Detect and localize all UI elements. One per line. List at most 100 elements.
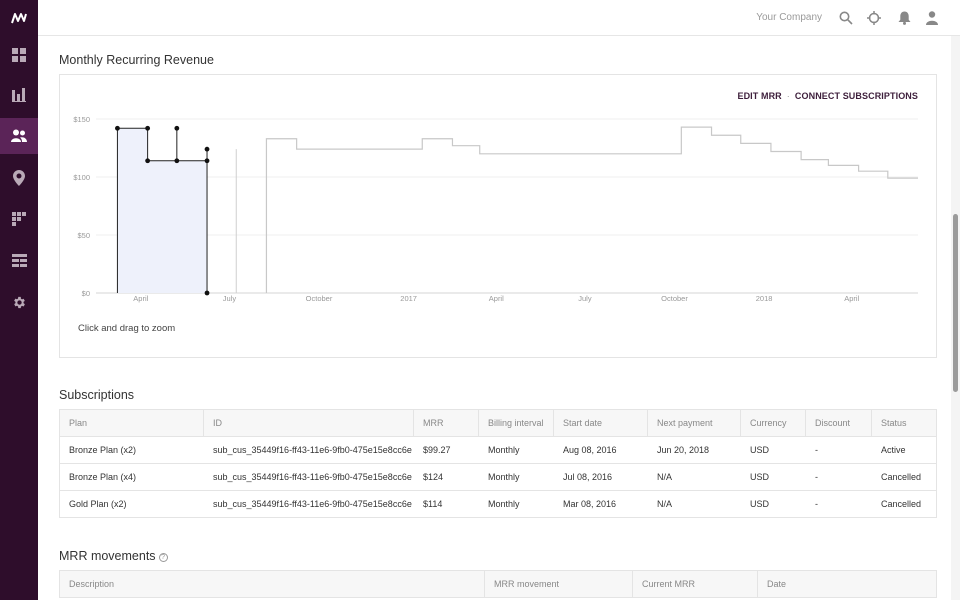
crosshair-icon[interactable] <box>866 10 882 26</box>
bell-icon[interactable] <box>896 10 912 26</box>
cell-discount: - <box>815 472 818 482</box>
y-tick-label: $150 <box>73 115 90 124</box>
cell-start-date: Mar 08, 2016 <box>563 499 617 509</box>
table-row[interactable]: Bronze Plan (x2) sub_cus_35449f16-ff43-11… <box>60 437 936 464</box>
highlighted-point <box>174 158 180 164</box>
sidebar-item-dashboard[interactable] <box>0 37 38 73</box>
cell-next-payment: N/A <box>657 499 673 509</box>
x-tick-label: April <box>133 294 148 303</box>
cell-mrr: $99.27 <box>423 445 451 455</box>
segments-icon <box>12 212 26 226</box>
highlighted-point <box>174 125 180 131</box>
table-header: Description MRR movement Current MRR Date <box>60 571 936 598</box>
x-tick-label: April <box>844 294 859 303</box>
cell-discount: - <box>815 445 818 455</box>
table-header: Plan ID MRR Billing interval Start date Next … <box>60 410 936 437</box>
help-icon[interactable]: ? <box>158 553 168 562</box>
selection-area <box>117 128 208 293</box>
logo-icon[interactable] <box>0 0 38 36</box>
cell-discount: - <box>815 499 818 509</box>
settings-icon <box>13 296 25 308</box>
table-row[interactable]: Bronze Plan (x4) sub_cus_35449f16-ff43-11… <box>60 464 936 491</box>
customers-icon <box>11 129 27 142</box>
highlighted-point <box>204 158 210 164</box>
cell-status: Cancelled <box>881 499 922 509</box>
scrollbar-thumb[interactable] <box>953 214 958 392</box>
column-header-mrr[interactable]: MRR <box>414 410 479 437</box>
cell-currency: USD <box>750 472 770 482</box>
table-row[interactable]: Gold Plan (x2) sub_cus_35449f16-ff43-11e6… <box>60 491 936 518</box>
cell-mrr: $124 <box>423 472 444 482</box>
column-header-next-payment[interactable]: Next payment <box>648 410 741 437</box>
mrr-chart[interactable]: $150 $100 $50 $0 April July October 2017 April Ju… <box>60 75 936 357</box>
highlighted-point <box>204 146 210 152</box>
cell-billing-interval: Monthly <box>488 499 520 509</box>
cell-status: Active <box>881 445 906 455</box>
dashboard-icon <box>12 48 26 62</box>
sidebar-item-customers[interactable] <box>0 118 38 154</box>
connect-subscriptions-link[interactable]: CONNECT SUBSCRIPTIONS <box>794 91 918 101</box>
mrr-section-title: Monthly Recurring Revenue <box>59 53 214 67</box>
cell-id: sub_cus_35449f16-ff43-11e6-9fb0-475e15e8… <box>213 499 412 509</box>
sidebar-item-table[interactable] <box>0 242 38 278</box>
chart-actions: EDIT MRR · CONNECT SUBSCRIPTIONS <box>737 91 918 101</box>
column-header-billing-interval[interactable]: Billing interval <box>479 410 554 437</box>
highlighted-point <box>115 125 120 131</box>
highlighted-point <box>145 158 151 164</box>
cell-plan: Bronze Plan (x2) <box>69 445 137 455</box>
mrr-movements-label: MRR movements <box>59 549 156 563</box>
cell-start-date: Aug 08, 2016 <box>563 445 617 455</box>
mrr-series-line <box>265 126 918 293</box>
cell-status: Cancelled <box>881 472 922 482</box>
x-tick-label: 2018 <box>756 294 773 303</box>
zoom-hint: Click and drag to zoom <box>78 323 176 334</box>
cell-currency: USD <box>750 499 770 509</box>
cell-billing-interval: Monthly <box>488 445 520 455</box>
x-tick-label: 2017 <box>400 294 417 303</box>
sidebar-item-reports[interactable] <box>0 77 38 113</box>
company-switcher[interactable]: Your Company <box>756 12 822 23</box>
sidebar <box>0 0 38 600</box>
sidebar-item-settings[interactable] <box>0 284 38 320</box>
column-header-discount[interactable]: Discount <box>806 410 872 437</box>
selection-handle <box>204 290 210 296</box>
x-tick-label: October <box>306 294 333 303</box>
cell-id: sub_cus_35449f16-ff43-11e6-9fb0-475e15e8… <box>213 445 412 455</box>
mrr-chart-panel: EDIT MRR · CONNECT SUBSCRIPTIONS $150 $100 $… <box>59 74 937 358</box>
table-icon <box>11 253 27 267</box>
y-tick-label: $50 <box>77 231 90 240</box>
cell-plan: Bronze Plan (x4) <box>69 472 137 482</box>
cell-next-payment: N/A <box>657 472 673 482</box>
cell-id: sub_cus_35449f16-ff43-11e6-9fb0-475e15e8… <box>213 472 412 482</box>
x-tick-label: October <box>661 294 688 303</box>
y-tick-label: $100 <box>73 173 90 182</box>
column-header-date[interactable]: Date <box>767 579 787 589</box>
edit-mrr-link[interactable]: EDIT MRR <box>737 91 782 101</box>
column-header-currency[interactable]: Currency <box>741 410 806 437</box>
subscriptions-title: Subscriptions <box>59 388 135 402</box>
column-header-plan[interactable]: Plan <box>60 410 204 437</box>
highlighted-point <box>145 125 151 131</box>
column-header-description[interactable]: Description <box>60 571 485 598</box>
sidebar-item-segments[interactable] <box>0 201 38 237</box>
x-tick-label: July <box>578 294 592 303</box>
column-header-id[interactable]: ID <box>204 410 414 437</box>
cell-billing-interval: Monthly <box>488 472 520 482</box>
topbar: Your Company <box>38 0 960 36</box>
cell-mrr: $114 <box>423 499 443 509</box>
cell-start-date: Jul 08, 2016 <box>563 472 613 482</box>
x-tick-label: July <box>223 294 237 303</box>
user-icon[interactable] <box>924 10 940 26</box>
search-icon[interactable] <box>838 10 854 26</box>
column-header-current-mrr[interactable]: Current MRR <box>633 571 758 598</box>
cell-next-payment: Jun 20, 2018 <box>657 445 710 455</box>
cell-plan: Gold Plan (x2) <box>69 499 127 509</box>
y-tick-label: $0 <box>82 289 90 298</box>
x-tick-label: April <box>489 294 504 303</box>
sidebar-item-map[interactable] <box>0 160 38 196</box>
mrr-movements-table: Description MRR movement Current MRR Date <box>59 570 937 598</box>
column-header-status[interactable]: Status <box>881 418 907 428</box>
column-header-start-date[interactable]: Start date <box>554 410 648 437</box>
column-header-mrr-movement[interactable]: MRR movement <box>485 571 633 598</box>
